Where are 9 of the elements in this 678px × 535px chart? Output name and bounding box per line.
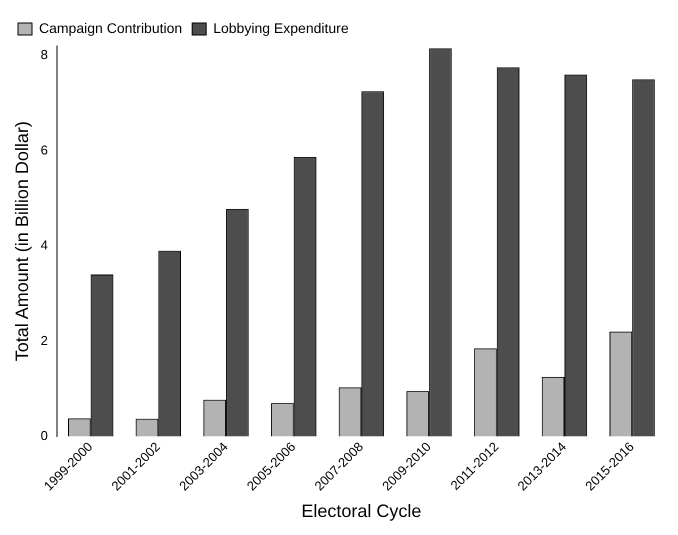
legend-label: Campaign Contribution [39,20,182,36]
y-tick-label: 0 [40,428,48,443]
y-tick-label: 2 [40,332,48,348]
y-tick-label: 6 [40,142,48,158]
y-axis-title: Total Amount (in Billion Dollar) [12,121,32,362]
x-axis-title: Electoral Cycle [301,501,422,522]
y-tick-label: 8 [40,47,48,62]
legend-label: Lobbying Expenditure [213,20,349,36]
y-tick-label: 4 [40,238,48,253]
